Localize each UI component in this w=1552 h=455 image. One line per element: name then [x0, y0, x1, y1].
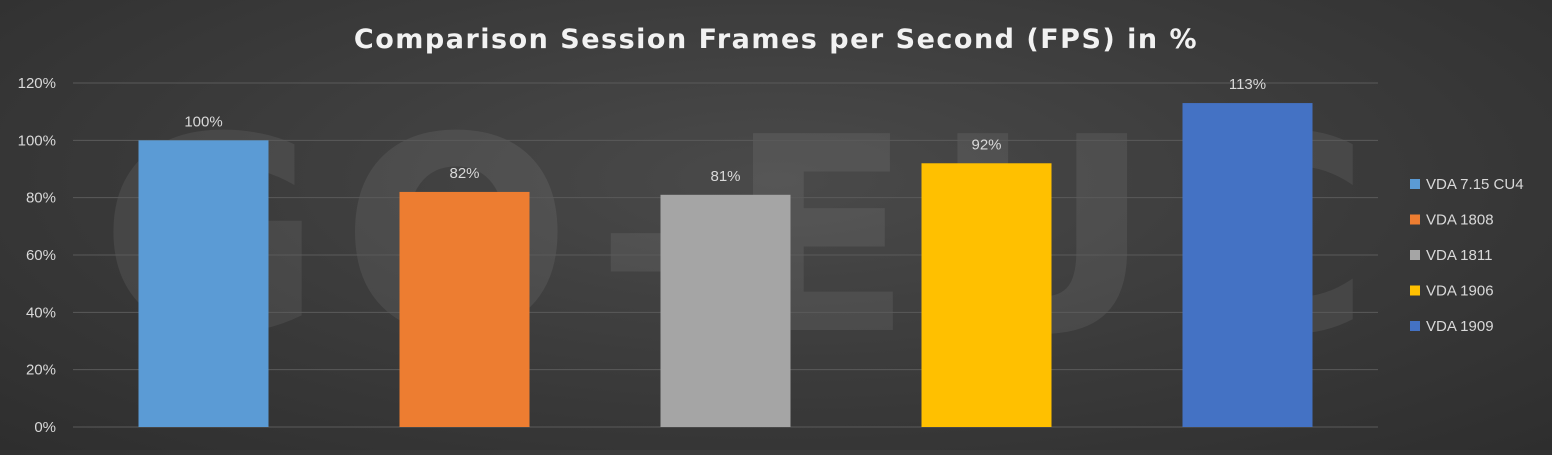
data-label: 82%: [449, 165, 479, 182]
bar: [921, 163, 1052, 427]
legend-label: VDA 1906: [1426, 283, 1494, 300]
y-tick-label: 100%: [18, 132, 56, 149]
data-label: 113%: [1229, 76, 1266, 93]
legend-swatch: [1410, 250, 1420, 260]
legend-label: VDA 7.15 CU4: [1426, 176, 1524, 193]
bar: [138, 140, 269, 428]
legend: VDA 7.15 CU4 VDA 1808 VDA 1811 VDA 1906 VDA …: [1410, 176, 1524, 335]
legend-swatch: [1410, 321, 1420, 331]
bar: [1182, 103, 1313, 428]
legend-swatch: [1410, 214, 1420, 225]
y-tick-label: 40%: [26, 304, 56, 321]
y-tick-label: 20%: [26, 362, 56, 379]
data-label: 81%: [710, 168, 740, 185]
bars: [138, 103, 1313, 428]
legend-label: VDA 1808: [1426, 212, 1494, 229]
y-tick-label: 120%: [18, 75, 56, 92]
y-tick-label: 80%: [26, 190, 56, 207]
legend-label: VDA 1811: [1426, 247, 1492, 264]
legend-swatch: [1410, 179, 1420, 189]
y-tick-label: 0%: [34, 419, 56, 436]
y-axis-ticks: 0% 20% 40% 60% 80% 100% 120%: [18, 75, 56, 436]
chart-title: Comparison Session Frames per Second (FP…: [354, 24, 1198, 55]
data-labels: 100% 82% 81% 92% 113%: [184, 76, 1266, 185]
y-tick-label: 60%: [26, 247, 56, 264]
data-label: 92%: [971, 136, 1001, 153]
legend-label: VDA 1909: [1426, 318, 1494, 335]
bar: [399, 191, 530, 427]
legend-swatch: [1410, 285, 1420, 296]
bar: [660, 194, 791, 427]
data-label: 100%: [184, 113, 222, 130]
